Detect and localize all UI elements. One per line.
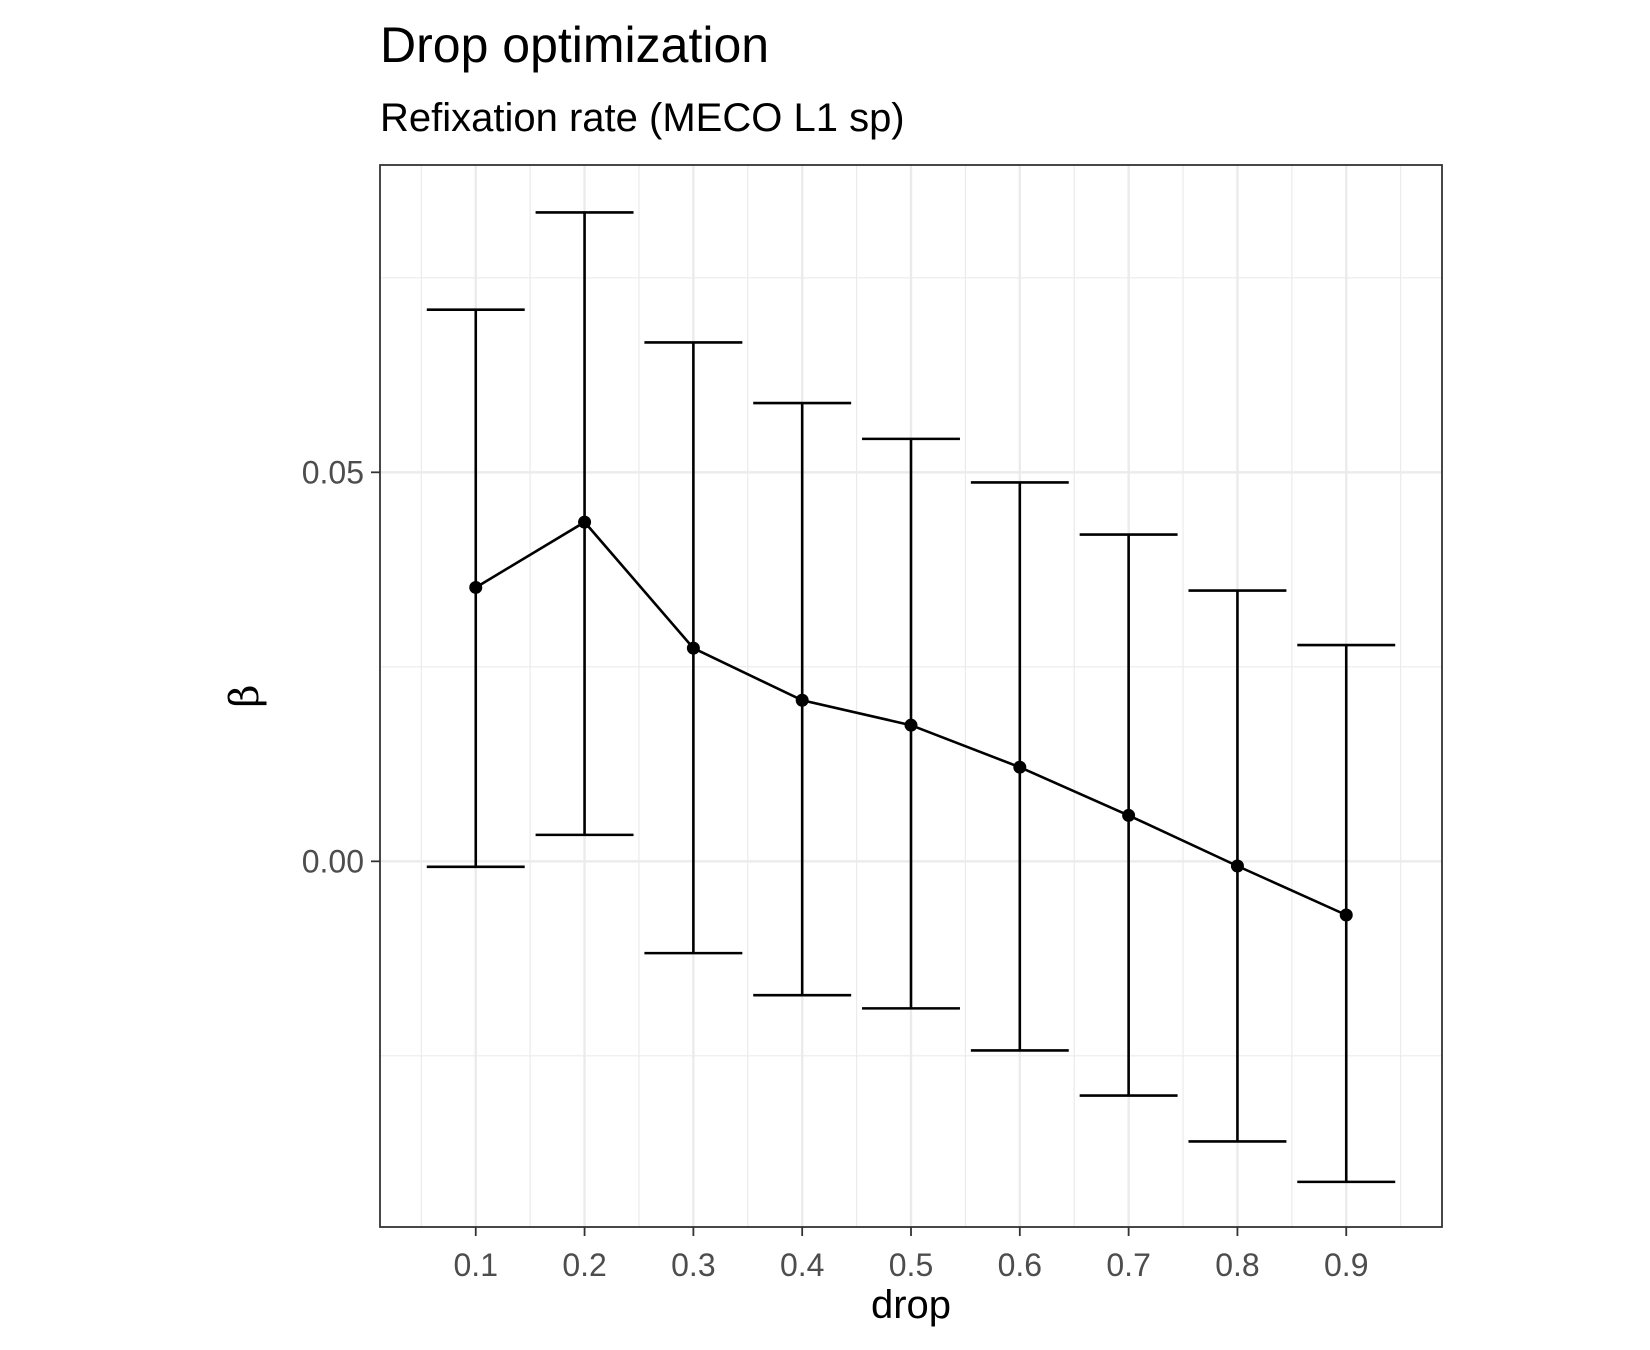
- data-point: [1230, 859, 1244, 873]
- x-tick-label: 0.1: [454, 1247, 498, 1283]
- data-point: [1013, 760, 1027, 774]
- x-tick-label: 0.8: [1215, 1247, 1259, 1283]
- data-point: [1122, 808, 1136, 822]
- x-axis: 0.1 0.2 0.3 0.4 0.5 0.6 0.7 0.8 0.9: [454, 1227, 1368, 1283]
- x-tick-label: 0.3: [671, 1247, 715, 1283]
- data-point: [1339, 908, 1353, 922]
- data-point: [904, 718, 918, 732]
- data-point: [578, 515, 592, 529]
- x-tick-label: 0.6: [998, 1247, 1042, 1283]
- x-axis-label: drop: [871, 1283, 951, 1327]
- chart-subtitle: Refixation rate (MECO L1 sp): [380, 96, 905, 140]
- x-tick-label: 0.5: [889, 1247, 933, 1283]
- y-axis-label: β: [222, 684, 268, 707]
- y-axis: 0.00 0.05: [302, 454, 380, 879]
- data-points: [469, 515, 1353, 922]
- data-point: [686, 641, 700, 655]
- data-point: [795, 693, 809, 707]
- x-tick-label: 0.2: [562, 1247, 606, 1283]
- chart-title: Drop optimization: [380, 17, 769, 73]
- y-tick-label: 0.00: [302, 843, 364, 879]
- x-tick-label: 0.4: [780, 1247, 824, 1283]
- x-tick-label: 0.7: [1106, 1247, 1150, 1283]
- data-point: [469, 580, 483, 594]
- x-tick-label: 0.9: [1324, 1247, 1368, 1283]
- y-tick-label: 0.05: [302, 454, 364, 490]
